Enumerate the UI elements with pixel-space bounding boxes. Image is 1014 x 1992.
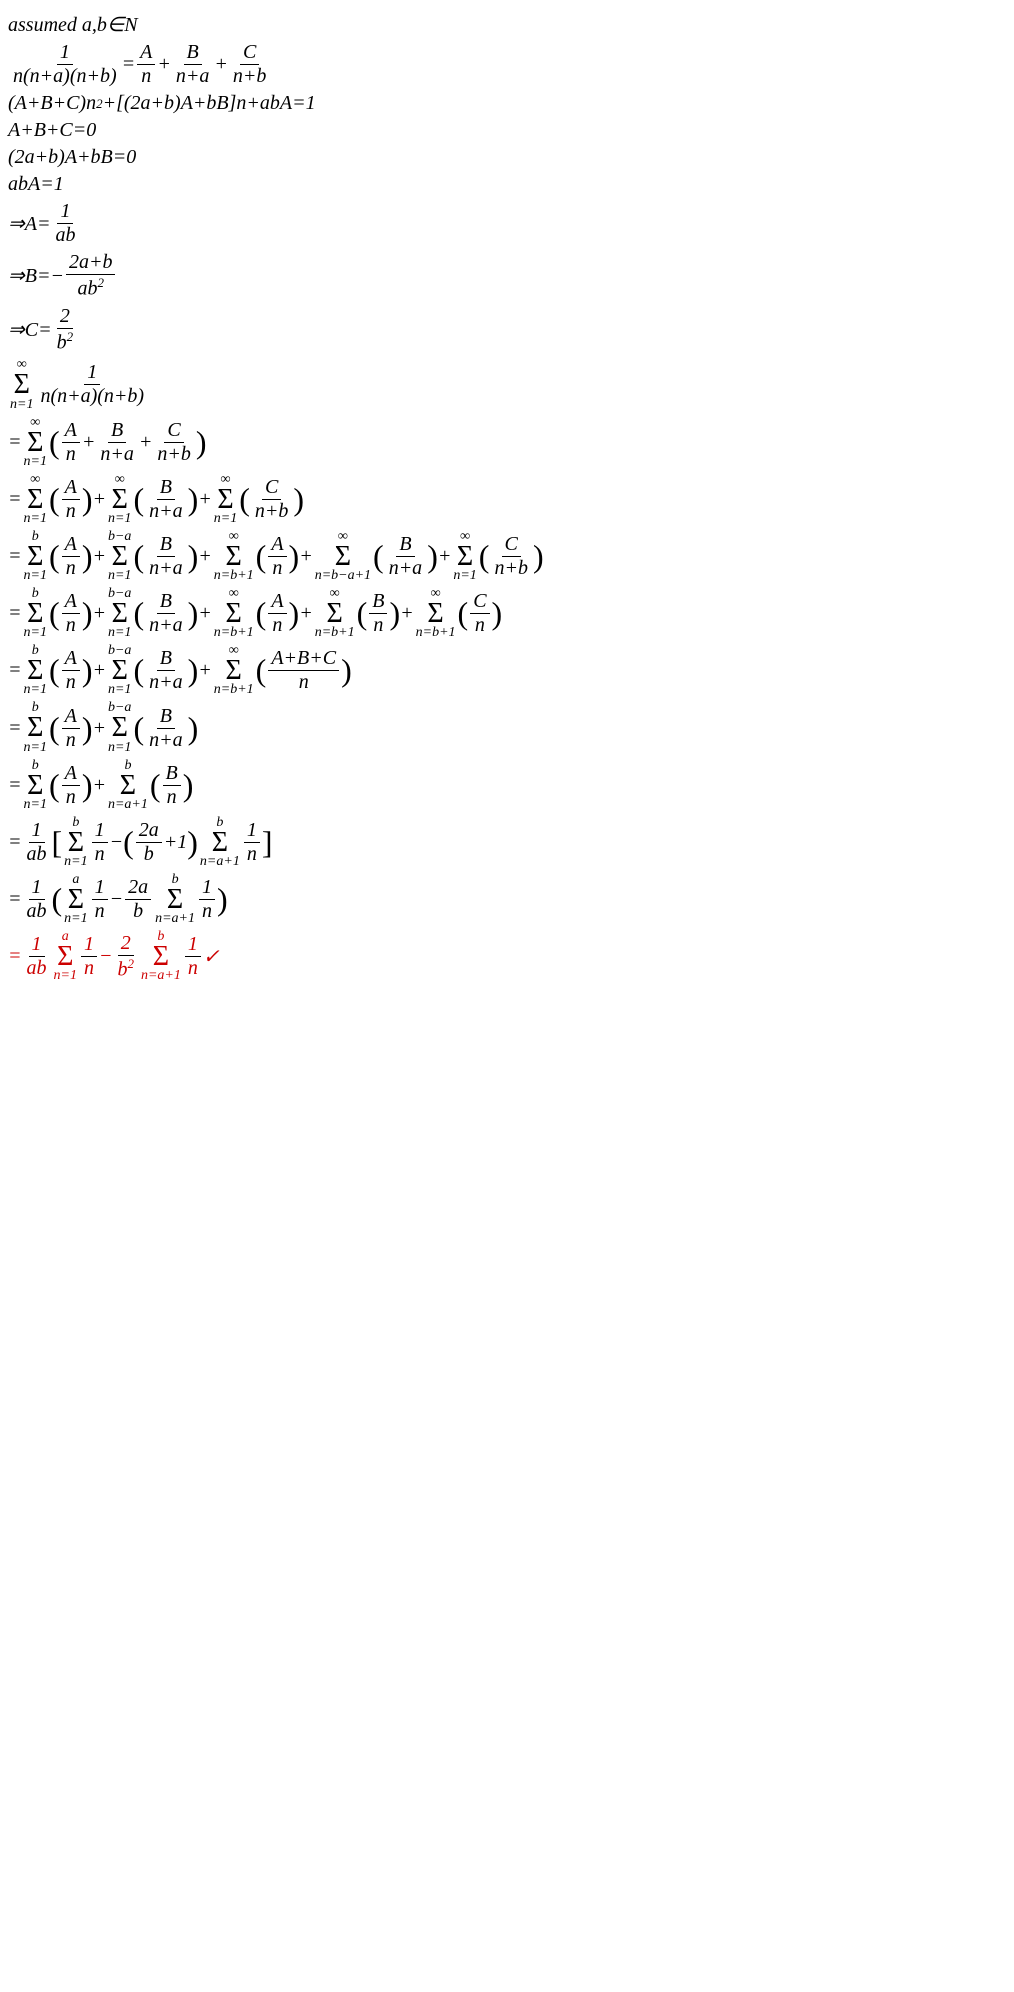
rp1: ) xyxy=(196,424,207,461)
frac-1-ab: 1ab xyxy=(52,200,78,247)
line-sum0: ∞Σn=1 1n(n+a)(n+b) xyxy=(8,358,1006,411)
lp1: ( xyxy=(49,424,60,461)
eq: = xyxy=(122,53,136,76)
line-assumed: assumed a,b∈N xyxy=(8,12,1006,37)
plus1: + xyxy=(157,53,171,76)
checkmark-icon: ✓ xyxy=(203,944,220,969)
arrB: ⇒B=− xyxy=(8,263,64,288)
frac-main: 1n(n+a)(n+b) xyxy=(37,361,147,408)
plus2: + xyxy=(214,53,228,76)
line-sum8: = 1ab [ bΣn=1 1n − (2ab+1) bΣn=a+1 1n ] xyxy=(8,816,1006,869)
line-sum5: = bΣn=1 (An) + b−aΣn=1 (Bn+a) + ∞Σn=b+1 … xyxy=(8,644,1006,697)
frac-lhs: 1n(n+a)(n+b) xyxy=(10,41,120,88)
line-sum3: = bΣn=1 (An) + b−aΣn=1 (Bn+a) + ∞Σn=b+1 … xyxy=(8,530,1006,583)
arrA: ⇒A= xyxy=(8,211,50,236)
sum-inf-1: ∞Σn=1 xyxy=(10,358,33,411)
lbracket: [ xyxy=(52,824,63,861)
line-expand: (A+B+C)n2+[(2a+b)A+bB]n+abA=1 xyxy=(8,92,1006,115)
line-eq1: A+B+C=0 xyxy=(8,119,1006,142)
s1: ∞Σn=1 xyxy=(24,416,47,469)
line-sum7: = bΣn=1 (An) + bΣn=a+1 (Bn) xyxy=(8,759,1006,812)
line-sum6: = bΣn=1 (An) + b−aΣn=1 (Bn+a) xyxy=(8,701,1006,754)
line-sum9: = 1ab ( aΣn=1 1n − 2ab bΣn=a+1 1n ) xyxy=(8,873,1006,926)
line-sum2: = ∞Σn=1 (An) + ∞Σn=1 (Bn+a) + ∞Σn=1 (Cn+… xyxy=(8,473,1006,526)
frac-A-n: An xyxy=(137,41,155,88)
frac-B-na: Bn+a xyxy=(173,41,213,88)
line-pf: 1n(n+a)(n+b) = An + Bn+a + Cn+b xyxy=(8,41,1006,88)
line-C: ⇒C= 2b2 xyxy=(8,305,1006,355)
frac-2-b2: 2b2 xyxy=(54,305,77,355)
line-A: ⇒A= 1ab xyxy=(8,200,1006,247)
frac-C-nb: Cn+b xyxy=(230,41,270,88)
frac-2ab-ab2: 2a+bab2 xyxy=(66,251,116,301)
line-eq3: abA=1 xyxy=(8,173,1006,196)
t1: (A+B+C)n xyxy=(8,92,96,115)
rbracket: ] xyxy=(262,824,273,861)
arrC: ⇒C= xyxy=(8,317,52,342)
line-sum4: = bΣn=1 (An) + b−aΣn=1 (Bn+a) + ∞Σn=b+1 … xyxy=(8,587,1006,640)
line-B: ⇒B=− 2a+bab2 xyxy=(8,251,1006,301)
eq1: = xyxy=(8,431,22,454)
line-sum1: = ∞Σn=1 ( An + Bn+a + Cn+b ) xyxy=(8,416,1006,469)
t2: +[(2a+b)A+bB]n+abA=1 xyxy=(103,92,316,115)
line-eq2: (2a+b)A+bB=0 xyxy=(8,146,1006,169)
line-final: = 1ab aΣn=1 1n − 2b2 bΣn=a+1 1n ✓ xyxy=(8,930,1006,983)
